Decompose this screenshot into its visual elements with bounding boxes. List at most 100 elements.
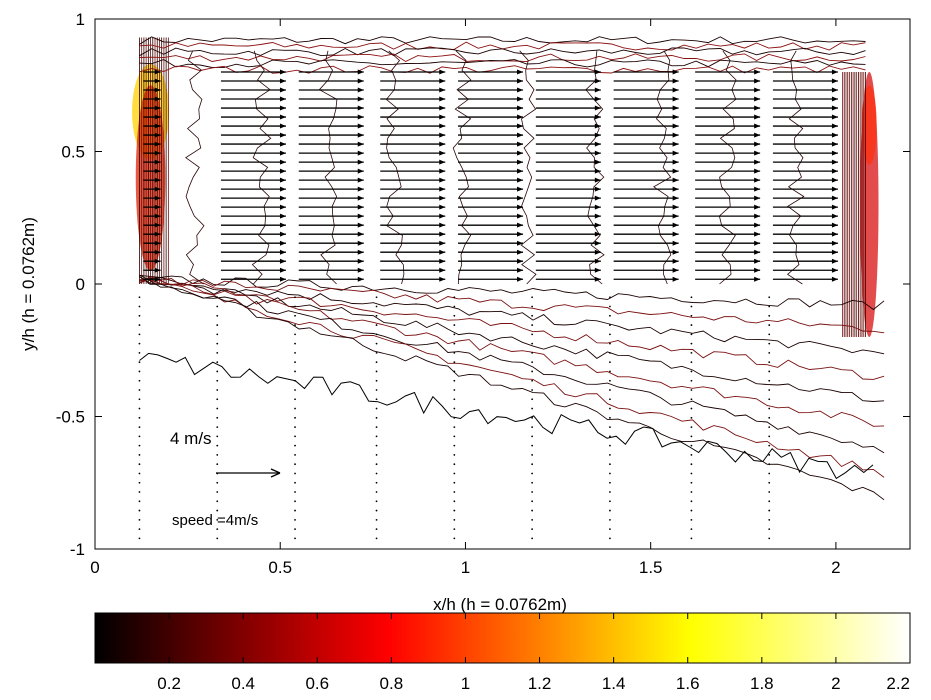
vector-dot [453, 342, 456, 345]
vector-dot [138, 444, 141, 447]
vector-dot [138, 528, 141, 531]
velocity-vector-head [357, 195, 364, 201]
vector-dot [609, 305, 611, 308]
vector-dot [531, 518, 534, 521]
velocity-vector-head [154, 96, 161, 102]
vector-dot [453, 389, 456, 391]
vector-dot [531, 342, 534, 345]
velocity-vector-head [754, 141, 761, 147]
velocity-vector-head [154, 267, 161, 273]
vector-dot [294, 342, 296, 345]
vector-dot [294, 305, 296, 308]
vector-dot [531, 426, 534, 428]
vector-dot [690, 342, 693, 345]
velocity-vector-head [439, 267, 446, 273]
velocity-vector-head [831, 132, 838, 138]
velocity-vector-head [439, 231, 446, 237]
velocity-vector-head [831, 204, 838, 210]
velocity-vector-head [439, 249, 446, 255]
x-axis-label: x/h (h = 0.0762m) [433, 595, 567, 614]
plot-area [94, 18, 911, 550]
velocity-vector-head [517, 150, 524, 156]
velocity-vector-head [672, 78, 679, 84]
velocity-vector-head [154, 78, 161, 84]
vector-dot [690, 333, 693, 336]
velocity-vector-head [517, 69, 524, 75]
vector-dot [768, 333, 771, 336]
velocity-vector-head [279, 186, 286, 192]
velocity-vector-head [594, 159, 601, 165]
vector-dot [294, 435, 296, 438]
vector-dot [531, 500, 534, 503]
vector-dot [609, 491, 611, 493]
vector-dot [609, 500, 611, 503]
velocity-vector-head [594, 267, 601, 273]
vector-dot [453, 491, 456, 493]
velocity-vector-head [357, 96, 364, 102]
velocity-vector-head [754, 69, 761, 75]
velocity-vector-head [672, 222, 679, 228]
vector-dot [375, 352, 378, 354]
vector-dot [453, 528, 456, 531]
velocity-vector-head [279, 105, 286, 111]
vector-dot [375, 342, 378, 345]
velocity-vector-head [672, 96, 679, 102]
vector-dot [375, 444, 378, 447]
vector-dot [294, 537, 296, 540]
colorbar-tick-label: 1.4 [602, 674, 626, 693]
velocity-vector-head [754, 96, 761, 102]
velocity-vector-head [831, 168, 838, 174]
velocity-vector-head [439, 141, 446, 147]
reference-vector-label: 4 m/s [170, 429, 212, 448]
velocity-vector-head [517, 195, 524, 201]
vector-dot [453, 444, 456, 447]
vector-dot [453, 333, 456, 336]
vector-dot [216, 398, 219, 401]
vector-dot [216, 444, 219, 447]
velocity-vector-head [279, 213, 286, 219]
vector-dot [216, 537, 219, 540]
velocity-vector-head [594, 168, 601, 174]
vector-dot [609, 370, 611, 373]
vector-dot [690, 426, 693, 428]
velocity-vector-head [754, 132, 761, 138]
vector-dot [453, 305, 456, 308]
vector-dot [531, 305, 534, 308]
velocity-vector-head [517, 267, 524, 273]
vector-dot [216, 352, 219, 354]
vector-dot [216, 518, 219, 521]
velocity-vector-head [831, 222, 838, 228]
vector-dot [768, 389, 771, 391]
vector-dot [768, 454, 771, 456]
velocity-vector-head [357, 141, 364, 147]
velocity-vector-head [154, 195, 161, 201]
velocity-vector-head [754, 267, 761, 273]
vector-dot [138, 296, 141, 299]
velocity-vector-head [439, 186, 446, 192]
velocity-vector-head [439, 69, 446, 75]
velocity-vector-head [594, 78, 601, 84]
vector-dot [768, 370, 771, 373]
vector-dot [531, 491, 534, 493]
velocity-vector-head [154, 276, 161, 282]
vector-dot [216, 509, 219, 512]
velocity-vector-head [517, 204, 524, 210]
vector-dot [531, 463, 534, 466]
velocity-vector-head [154, 159, 161, 165]
vector-dot [138, 537, 141, 540]
colorbar-tick-label: 1.2 [528, 674, 552, 693]
vector-dot [531, 398, 534, 401]
vector-dot [138, 491, 141, 493]
velocity-vector-head [439, 222, 446, 228]
velocity-vector-head [754, 231, 761, 237]
vector-dot [294, 509, 296, 512]
velocity-vector-head [672, 159, 679, 165]
vector-dot [294, 324, 296, 326]
velocity-vector-head [154, 249, 161, 255]
velocity-vector-head [517, 114, 524, 120]
y-tick-label: -0.5 [56, 408, 85, 427]
outer-contour [139, 352, 874, 480]
velocity-vector-head [279, 249, 286, 255]
velocity-vector-head [831, 105, 838, 111]
velocity-vector-head [357, 159, 364, 165]
